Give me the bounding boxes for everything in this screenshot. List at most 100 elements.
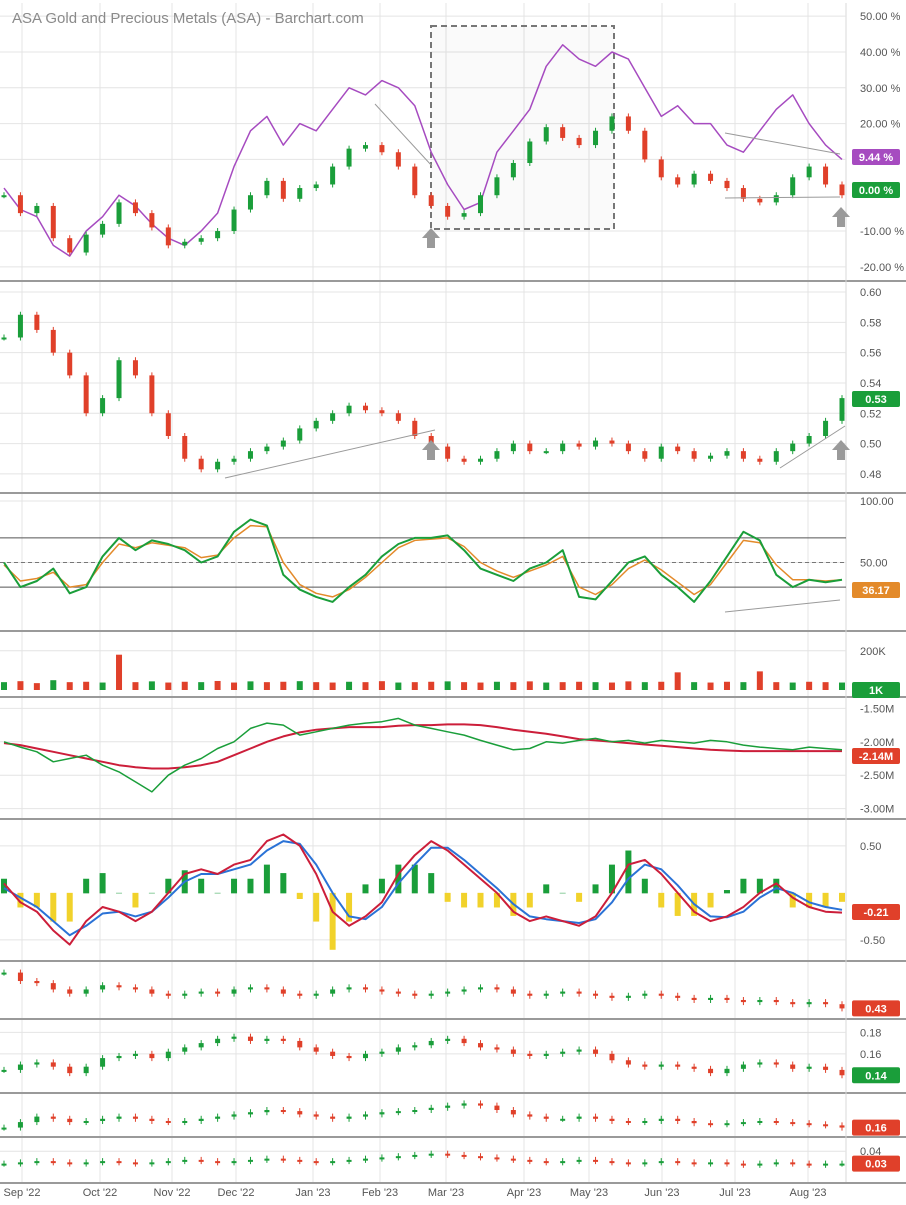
panel-b-candle: [297, 1040, 303, 1048]
panel-b-candle: [790, 1064, 796, 1069]
value-badge-box: [852, 748, 900, 764]
panel-b-candle: [724, 1068, 730, 1074]
panel-a-candle: [773, 999, 779, 1003]
value-badge: 0.43: [852, 1000, 900, 1017]
volume-bar: [641, 682, 648, 690]
panel-c-candle: [247, 1112, 253, 1115]
panel-a-candle: [17, 972, 23, 982]
x-tick-label: Sep '22: [4, 1187, 41, 1199]
panel-d-candle: [790, 1162, 796, 1165]
relative-performance-candle: [757, 198, 763, 203]
panel-b-candle: [379, 1051, 385, 1054]
panel-d-candle: [724, 1162, 730, 1165]
relative-performance-candle: [83, 234, 89, 253]
relative-performance-candle: [297, 188, 303, 199]
macd-histogram-bar: [592, 884, 599, 894]
y-tick-label: 40.00 %: [860, 47, 901, 59]
panel-c-candle: [182, 1120, 188, 1123]
y-tick-label: -2.00M: [860, 737, 894, 749]
panel-c-candle: [215, 1116, 221, 1119]
panel-c-candle: [478, 1103, 484, 1106]
y-tick-label: -1.50M: [860, 703, 894, 715]
volume-bar: [559, 682, 566, 690]
y-tick-label: 50.00: [860, 558, 888, 570]
panel-a-candle: [395, 991, 401, 994]
relative-performance-candle: [412, 166, 418, 196]
relative-performance-candle: [1, 195, 7, 198]
macd-histogram-bar: [313, 892, 320, 922]
price-candle: [215, 461, 221, 470]
volume-bar: [214, 680, 221, 690]
volume-bar: [296, 681, 303, 690]
price-candle: [67, 352, 73, 376]
panel-d-candle: [510, 1158, 516, 1161]
panel-d-candle: [67, 1162, 73, 1165]
panel-b-candle: [445, 1038, 451, 1041]
y-tick-label: -2.50M: [860, 770, 894, 782]
panel-c-candle: [280, 1110, 286, 1113]
macd-histogram-bar: [231, 878, 238, 894]
x-tick-label: Dec '22: [218, 1187, 255, 1199]
relative-performance-candle: [182, 241, 188, 246]
price-candle: [839, 398, 845, 421]
macd-histogram-bar: [674, 892, 681, 916]
value-badge-label: 0.03: [865, 1159, 886, 1171]
panel-d-candle: [100, 1161, 106, 1164]
volume-bar: [33, 683, 40, 690]
relative-performance-candle: [100, 223, 106, 235]
panel-d-candle: [445, 1153, 451, 1156]
panel-a-candle: [165, 993, 171, 996]
panel-a-candle: [691, 997, 697, 1000]
macd-histogram-bar: [543, 884, 550, 894]
price-candle: [708, 455, 714, 459]
relative-performance-candle: [625, 116, 631, 131]
relative-performance-candle: [790, 177, 796, 196]
panel-a-candle: [576, 991, 582, 994]
macd-histogram-bar: [806, 892, 813, 908]
panel-a-candle: [67, 989, 73, 994]
relative-performance-candle: [708, 173, 714, 181]
volume-bar: [592, 682, 599, 690]
panel-b-candle: [83, 1066, 89, 1074]
panel-a-candle: [658, 993, 664, 996]
macd-line: [3, 833, 843, 946]
panel-d-candle: [362, 1158, 368, 1161]
macd-histogram-bar: [395, 864, 402, 894]
volume-bar: [576, 681, 583, 690]
macd-histogram-bar: [477, 892, 484, 908]
panel-c-candle: [264, 1110, 270, 1113]
x-tick-label: Oct '22: [83, 1187, 118, 1199]
price-candle: [790, 443, 796, 452]
panel-d-candle: [823, 1163, 829, 1166]
value-badge: 36.17: [852, 582, 900, 598]
relative-performance-candle: [527, 141, 533, 163]
price-candle: [757, 458, 763, 462]
panel-d-candle: [83, 1162, 89, 1165]
panel-d-candle: [642, 1162, 648, 1165]
panel-b-candle: [165, 1051, 171, 1059]
panel-c-candle: [198, 1118, 204, 1121]
panel-c-candle: [297, 1111, 303, 1115]
panel-d-candle: [461, 1154, 467, 1157]
volume-bar: [1, 682, 7, 690]
volume-bar: [148, 681, 155, 690]
panel-b-candle: [675, 1064, 681, 1067]
macd-histogram-bar: [740, 878, 747, 894]
panel-a-candle: [379, 989, 385, 992]
volume-bar: [83, 681, 90, 690]
panel-d-candle: [346, 1159, 352, 1162]
macd-histogram-bar: [1, 878, 7, 894]
panel-c-candle: [510, 1110, 516, 1115]
value-badge: 1K: [852, 682, 900, 698]
panel-d-candle: [691, 1162, 697, 1165]
value-badge: 0.53: [852, 391, 900, 407]
panel-b-candle: [132, 1053, 138, 1056]
price-candle: [625, 443, 631, 452]
panel-c-candle: [543, 1116, 549, 1119]
panel-b-candle: [543, 1053, 549, 1056]
panel-d-candle: [806, 1163, 812, 1166]
panel-d-candle: [740, 1163, 746, 1166]
panel-a-candle: [757, 999, 763, 1003]
price-candle: [412, 420, 418, 436]
